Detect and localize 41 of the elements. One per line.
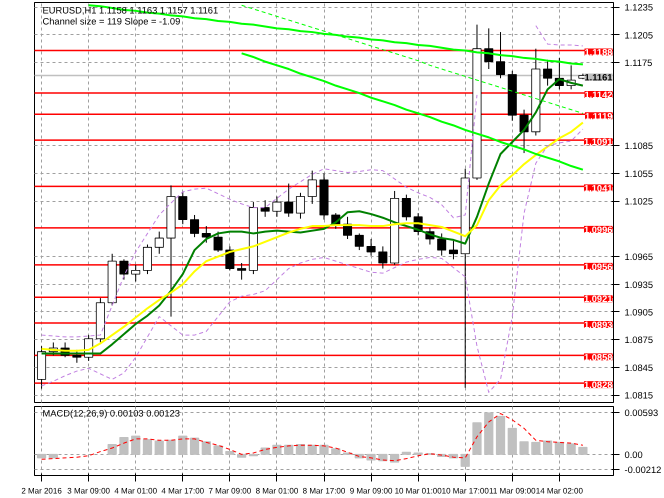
ref-line-label: 1.1161 <box>584 72 613 82</box>
y-tick-label: 0.00593 <box>624 408 658 418</box>
ref-line-label: 1.0996 <box>584 224 612 235</box>
chart-title: MACD(12,26,9) 0.00103 0.00123 <box>42 408 180 418</box>
x-tick-label: 3 Mar 09:00 <box>67 486 111 496</box>
x-tick-label: 10 Mar 01:00 <box>394 486 442 496</box>
y-tick-label: 1.0815 <box>624 390 654 401</box>
y-tick-label: 1.1235 <box>624 2 654 13</box>
annotation: Channel size = 119 Slope = -1.09 <box>42 16 180 26</box>
ref-line-label: 1.1142 <box>584 90 613 100</box>
y-tick-label: 1.1175 <box>624 58 652 68</box>
x-tick-label: 4 Mar 17:00 <box>161 486 205 496</box>
ref-line-label: 1.0956 <box>584 262 612 272</box>
y-tick-label: -0.00212 <box>624 464 662 475</box>
y-tick-label: 1.0965 <box>624 252 654 262</box>
ref-line-label: 1.0893 <box>584 320 612 330</box>
x-tick-label: 10 Mar 17:00 <box>442 486 490 496</box>
y-tick-label: 1.1055 <box>624 168 654 179</box>
y-tick-label: 1.0875 <box>624 335 654 346</box>
y-tick-label: 1.0935 <box>624 280 654 290</box>
x-tick-label: 11 Mar 09:00 <box>489 486 536 496</box>
y-tick-label: 0.00 <box>624 450 643 460</box>
x-tick-label: 7 Mar 09:00 <box>208 486 252 496</box>
y-tick-label: 1.1085 <box>624 141 654 152</box>
y-tick-label: 1.0905 <box>624 307 654 318</box>
x-tick-label: 8 Mar 17:00 <box>302 486 346 496</box>
y-tick-label: 1.0845 <box>624 362 654 373</box>
y-tick-label: 1.1025 <box>624 196 654 207</box>
x-tick-label: 2 Mar 2016 <box>21 486 62 496</box>
ref-line-label: 1.0858 <box>584 352 612 362</box>
x-tick-label: 4 Mar 01:00 <box>114 486 158 496</box>
x-tick-label: 14 Mar 02:00 <box>536 486 584 496</box>
ref-line-label: 1.1119 <box>585 111 613 122</box>
ref-line-label: 1.1188 <box>584 48 613 58</box>
ref-line-label: 1.0921 <box>584 294 612 304</box>
y-tick-label: 1.1205 <box>624 30 654 40</box>
ref-line-label: 1.1041 <box>584 183 612 194</box>
ref-line-label: 1.0828 <box>584 380 612 390</box>
x-tick-label: 8 Mar 01:00 <box>256 486 299 496</box>
x-tick-label: 9 Mar 09:00 <box>350 486 393 496</box>
ref-line-label: 1.1091 <box>584 137 612 148</box>
